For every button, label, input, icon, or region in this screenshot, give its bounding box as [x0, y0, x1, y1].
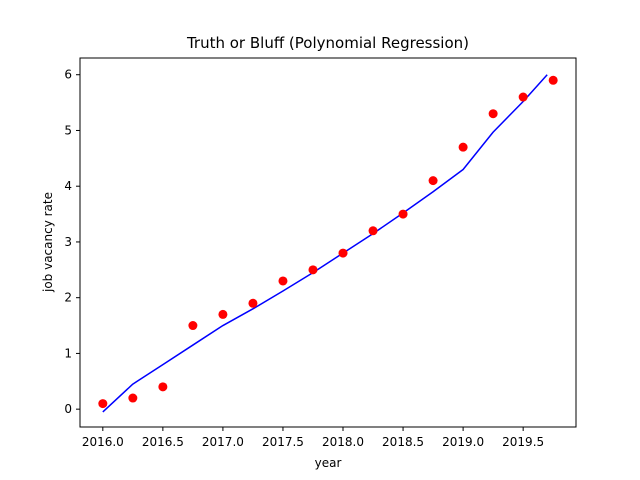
x-tick-label: 2019.0	[442, 435, 484, 449]
x-axis-ticks: 2016.0 2016.5 2017.0 2017.5 2018.0 2018.5 2019…	[82, 427, 544, 449]
x-tick-label: 2016.5	[142, 435, 184, 449]
scatter-point	[158, 382, 168, 392]
scatter-point	[338, 248, 348, 258]
x-axis-label: year	[315, 456, 342, 470]
y-axis-label: job vacancy rate	[41, 192, 55, 293]
x-tick-label: 2017.0	[202, 435, 244, 449]
scatter-point	[458, 142, 468, 152]
y-tick-label: 2	[64, 291, 72, 305]
chart-title: Truth or Bluff (Polynomial Regression)	[186, 34, 469, 52]
x-tick-label: 2017.5	[262, 435, 304, 449]
scatter-point	[308, 265, 318, 275]
plot-area	[79, 57, 577, 428]
scatter-points-layer	[98, 75, 558, 409]
x-tick-label: 2018.5	[382, 435, 424, 449]
scatter-point	[278, 276, 288, 286]
scatter-point	[188, 321, 198, 331]
x-tick-label: 2018.0	[322, 435, 364, 449]
scatter-point	[368, 226, 378, 236]
y-axis-ticks: 0 1 2 3 4 5 6	[64, 68, 80, 416]
x-tick-label: 2016.0	[82, 435, 124, 449]
scatter-point	[398, 209, 408, 219]
scatter-point	[548, 75, 558, 85]
scatter-point	[218, 309, 228, 319]
y-tick-label: 6	[64, 68, 72, 82]
y-tick-label: 5	[64, 123, 72, 137]
scatter-point	[428, 176, 438, 186]
regression-line-layer	[102, 74, 548, 413]
scatter-point	[128, 393, 138, 403]
y-tick-label: 4	[64, 179, 72, 193]
regression-line	[102, 74, 548, 413]
y-tick-label: 1	[64, 346, 72, 360]
scatter-point	[488, 109, 498, 119]
scatter-point	[518, 92, 528, 102]
y-tick-label: 0	[64, 402, 72, 416]
scatter-point	[98, 399, 108, 409]
scatter-point	[248, 298, 258, 308]
x-tick-label: 2019.5	[502, 435, 544, 449]
y-tick-label: 3	[64, 235, 72, 249]
